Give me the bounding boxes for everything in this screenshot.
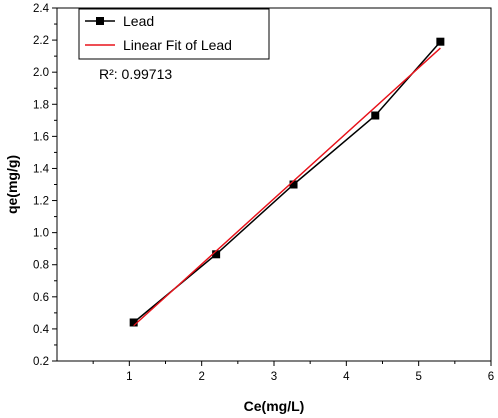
x-axis-ticks: 1 2 3 4 5 6 xyxy=(92,361,494,383)
y-tick-label: 2.2 xyxy=(33,35,49,47)
data-point-lead xyxy=(129,318,138,327)
y-tick-label: 0.6 xyxy=(33,292,49,304)
x-axis-title: Ce(mg/L) xyxy=(244,398,305,414)
legend-box xyxy=(78,8,270,60)
series-layer xyxy=(129,37,445,327)
legend-marker-lead xyxy=(96,17,104,25)
y-axis-title: qe(mg/g) xyxy=(4,155,20,214)
legend-label-lead: Lead xyxy=(123,13,154,29)
x-tick-label: 4 xyxy=(343,371,350,383)
y-tick-label: 0.2 xyxy=(33,356,49,368)
y-tick-label: 0.8 xyxy=(33,260,49,272)
y-tick-label: 2.0 xyxy=(33,67,49,79)
series-line-linear-fit-overlay xyxy=(133,47,441,327)
y-axis-ticks: 0.2 0.4 0.6 0.8 1.0 1.2 1.4 1.6 1.8 2.0 2.2 2.4 xyxy=(33,3,57,368)
y-tick-label: 1.4 xyxy=(33,163,50,175)
y-tick-label: 1.6 xyxy=(33,131,49,143)
y-tick-label: 0.4 xyxy=(33,324,50,336)
x-tick-label: 1 xyxy=(126,371,132,383)
series-line-lead xyxy=(133,41,441,324)
x-tick-label: 6 xyxy=(488,371,494,383)
y-tick-label: 1.8 xyxy=(33,99,49,111)
r-squared-annotation: R²: 0.99713 xyxy=(99,66,172,82)
x-tick-label: 2 xyxy=(198,371,204,383)
data-point-lead xyxy=(436,37,445,46)
data-point-lead xyxy=(289,180,298,189)
data-point-lead xyxy=(212,250,221,259)
y-tick-label: 1.2 xyxy=(33,196,49,208)
data-point-lead xyxy=(371,111,380,120)
x-tick-label: 3 xyxy=(271,371,277,383)
y-tick-label: 1.0 xyxy=(33,228,49,240)
x-tick-label: 5 xyxy=(415,371,421,383)
y-tick-label: 2.4 xyxy=(33,3,50,15)
legend-label-linear-fit: Linear Fit of Lead xyxy=(123,37,232,53)
legend: Lead Linear Fit of Lead xyxy=(78,8,270,60)
